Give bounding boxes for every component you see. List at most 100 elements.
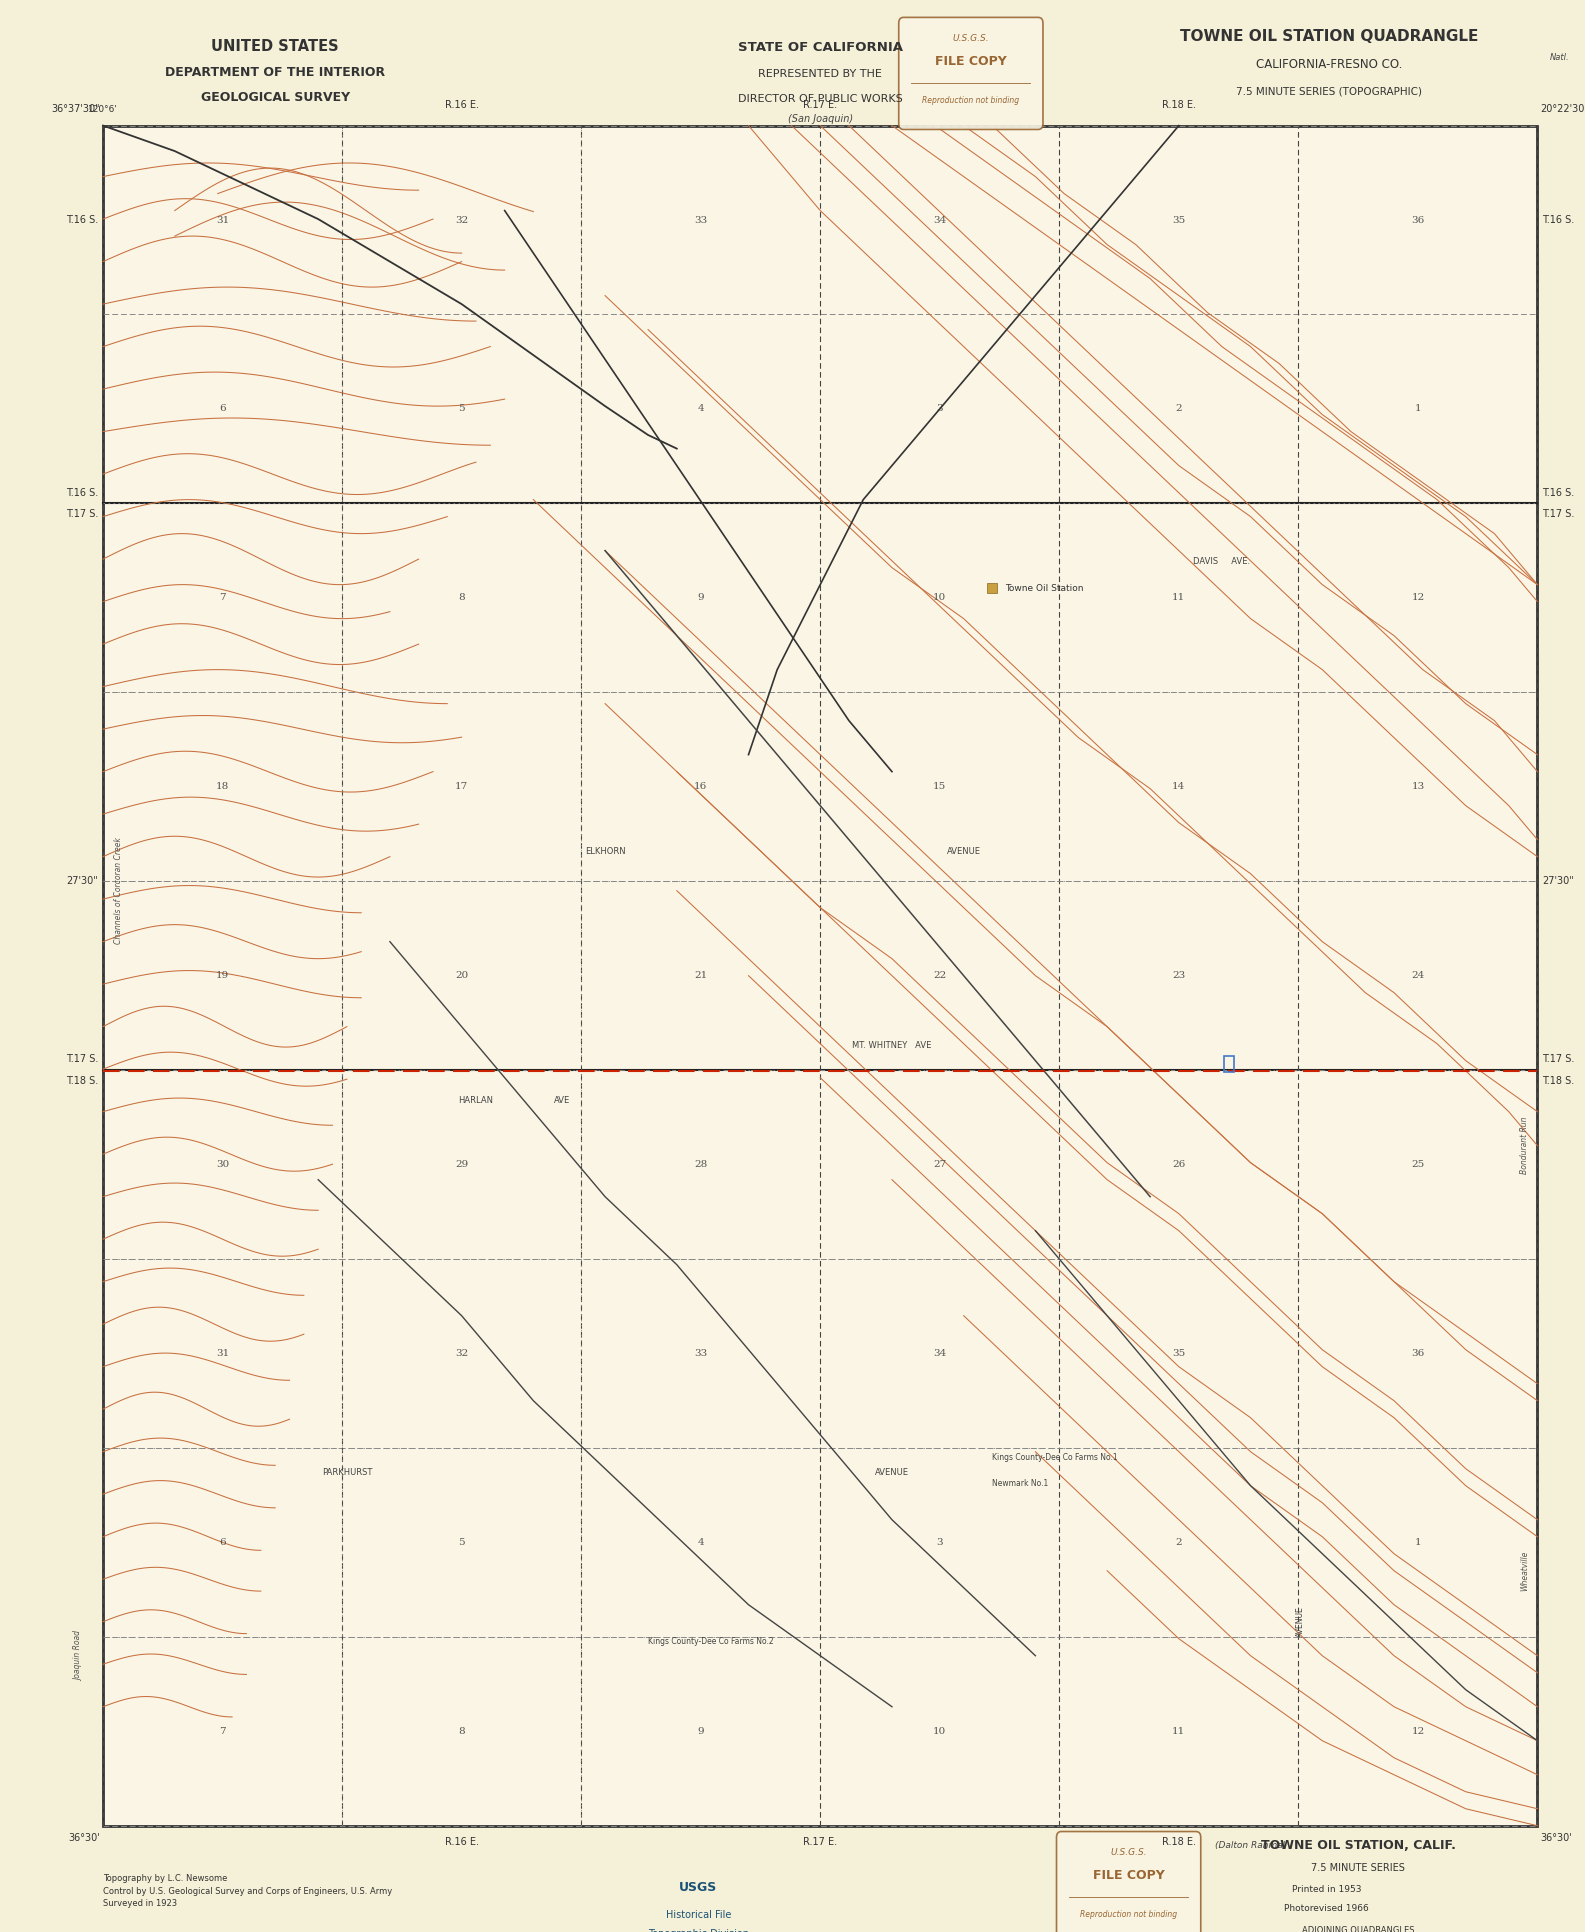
- Text: 31: 31: [216, 1349, 230, 1358]
- Text: PARKHURST: PARKHURST: [322, 1468, 372, 1478]
- Text: Channels of Corcoran Creek: Channels of Corcoran Creek: [114, 837, 124, 945]
- Text: Newmark No.1: Newmark No.1: [992, 1478, 1049, 1488]
- Text: Topographic Division: Topographic Division: [648, 1928, 748, 1932]
- Text: 26: 26: [1173, 1159, 1186, 1169]
- Text: 14: 14: [1173, 782, 1186, 792]
- Text: 33: 33: [694, 216, 707, 224]
- Text: 31: 31: [216, 216, 230, 224]
- Text: REPRESENTED BY THE: REPRESENTED BY THE: [758, 70, 883, 79]
- Text: FILE COPY: FILE COPY: [1092, 1870, 1165, 1882]
- Text: R.17 E.: R.17 E.: [804, 1837, 837, 1847]
- Text: T.16 S.: T.16 S.: [67, 214, 98, 224]
- Text: AVENUE: AVENUE: [1297, 1605, 1306, 1636]
- Text: Natl.: Natl.: [1550, 54, 1569, 62]
- Text: 11: 11: [1173, 1727, 1186, 1735]
- Text: 3: 3: [937, 1538, 943, 1548]
- Text: FILE COPY: FILE COPY: [935, 56, 1006, 68]
- Text: 17: 17: [455, 782, 468, 792]
- Text: R.16 E.: R.16 E.: [445, 100, 479, 110]
- Text: 35: 35: [1173, 1349, 1186, 1358]
- Text: 36: 36: [1411, 216, 1425, 224]
- Text: 27: 27: [934, 1159, 946, 1169]
- Text: 10: 10: [934, 593, 946, 603]
- Text: 5: 5: [458, 1538, 464, 1548]
- Text: 10: 10: [934, 1727, 946, 1735]
- Text: T.16 S.: T.16 S.: [67, 487, 98, 498]
- Text: DAVIS     AVE.: DAVIS AVE.: [1194, 556, 1251, 566]
- Text: STATE OF CALIFORNIA: STATE OF CALIFORNIA: [737, 41, 903, 54]
- Text: Photorevised 1966: Photorevised 1966: [1284, 1905, 1369, 1913]
- Text: 25: 25: [1411, 1159, 1425, 1169]
- Text: MT. WHITNEY   AVE: MT. WHITNEY AVE: [853, 1041, 932, 1051]
- Text: R.18 E.: R.18 E.: [1162, 100, 1195, 110]
- Text: 7.5 MINUTE SERIES: 7.5 MINUTE SERIES: [1311, 1862, 1404, 1874]
- Text: Printed in 1953: Printed in 1953: [1292, 1886, 1362, 1893]
- Text: Bondurant Run: Bondurant Run: [1520, 1117, 1530, 1175]
- Text: 4: 4: [697, 404, 704, 413]
- Text: 1: 1: [1414, 404, 1422, 413]
- Bar: [103, 126, 1537, 1826]
- Text: 2: 2: [1176, 404, 1182, 413]
- Text: U.S.G.S.: U.S.G.S.: [1111, 1849, 1148, 1857]
- Text: ADJOINING QUADRANGLES: ADJOINING QUADRANGLES: [1301, 1926, 1414, 1932]
- Text: Reproduction not binding: Reproduction not binding: [922, 97, 1019, 104]
- Text: (San Joaquin): (San Joaquin): [788, 114, 853, 124]
- Text: 28: 28: [694, 1159, 707, 1169]
- Text: 9: 9: [697, 593, 704, 603]
- Text: Towne Oil Station: Towne Oil Station: [1005, 583, 1084, 593]
- Text: 2: 2: [1176, 1538, 1182, 1548]
- Text: 32: 32: [455, 216, 468, 224]
- Text: TOWNE OIL STATION, CALIF.: TOWNE OIL STATION, CALIF.: [1260, 1839, 1455, 1851]
- Text: 11: 11: [1173, 593, 1186, 603]
- Text: 21: 21: [694, 972, 707, 980]
- Text: 36°30': 36°30': [68, 1833, 100, 1843]
- Text: T.17 S.: T.17 S.: [67, 1055, 98, 1065]
- Text: HARLAN: HARLAN: [458, 1095, 493, 1105]
- Text: 24: 24: [1411, 972, 1425, 980]
- Text: DEPARTMENT OF THE INTERIOR: DEPARTMENT OF THE INTERIOR: [165, 66, 385, 79]
- Text: 7: 7: [219, 1727, 227, 1735]
- Text: 8: 8: [458, 1727, 464, 1735]
- Text: ELKHORN: ELKHORN: [585, 846, 626, 856]
- Text: 6: 6: [219, 1538, 227, 1548]
- Text: 35: 35: [1173, 216, 1186, 224]
- Text: TOWNE OIL STATION QUADRANGLE: TOWNE OIL STATION QUADRANGLE: [1181, 29, 1479, 44]
- Text: Kings County-Dee Co Farms No.2: Kings County-Dee Co Farms No.2: [648, 1636, 773, 1646]
- Text: UNITED STATES: UNITED STATES: [211, 39, 339, 54]
- Text: 36°37'30": 36°37'30": [51, 104, 100, 114]
- Text: AVENUE: AVENUE: [875, 1468, 908, 1478]
- Text: USGS: USGS: [680, 1882, 718, 1893]
- Text: 33: 33: [694, 1349, 707, 1358]
- Text: 12: 12: [1411, 1727, 1425, 1735]
- Text: T.17 S.: T.17 S.: [1542, 510, 1574, 520]
- Text: 7: 7: [219, 593, 227, 603]
- FancyBboxPatch shape: [1057, 1832, 1201, 1932]
- Text: Topography by L.C. Newsome
Control by U.S. Geological Survey and Corps of Engine: Topography by L.C. Newsome Control by U.…: [103, 1874, 391, 1909]
- Text: 1: 1: [1414, 1538, 1422, 1548]
- Text: T.16 S.: T.16 S.: [1542, 214, 1574, 224]
- Text: 29: 29: [455, 1159, 468, 1169]
- Text: DIRECTOR OF PUBLIC WORKS: DIRECTOR OF PUBLIC WORKS: [739, 95, 902, 104]
- Text: 27'30": 27'30": [1542, 877, 1574, 887]
- Text: T.16 S.: T.16 S.: [1542, 487, 1574, 498]
- Text: R.18 E.: R.18 E.: [1162, 1837, 1195, 1847]
- Text: 13: 13: [1411, 782, 1425, 792]
- Bar: [1224, 1057, 1233, 1072]
- Text: 30: 30: [216, 1159, 230, 1169]
- Text: AVENUE: AVENUE: [946, 846, 981, 856]
- Text: 34: 34: [934, 1349, 946, 1358]
- Text: 18: 18: [216, 782, 230, 792]
- Text: 20°22'30": 20°22'30": [1541, 104, 1585, 114]
- Text: 9: 9: [697, 1727, 704, 1735]
- Text: 4: 4: [697, 1538, 704, 1548]
- Text: 36: 36: [1411, 1349, 1425, 1358]
- Text: 36°30': 36°30': [1541, 1833, 1572, 1843]
- Text: Joaquin Road: Joaquin Road: [74, 1631, 84, 1681]
- Text: Kings County-Dee Co Farms No.1: Kings County-Dee Co Farms No.1: [992, 1453, 1117, 1463]
- Text: 20: 20: [455, 972, 468, 980]
- Text: R.16 E.: R.16 E.: [445, 1837, 479, 1847]
- Text: U.S.G.S.: U.S.G.S.: [953, 35, 989, 43]
- Text: 27'30": 27'30": [67, 877, 98, 887]
- Text: 8: 8: [458, 593, 464, 603]
- Text: 22: 22: [934, 972, 946, 980]
